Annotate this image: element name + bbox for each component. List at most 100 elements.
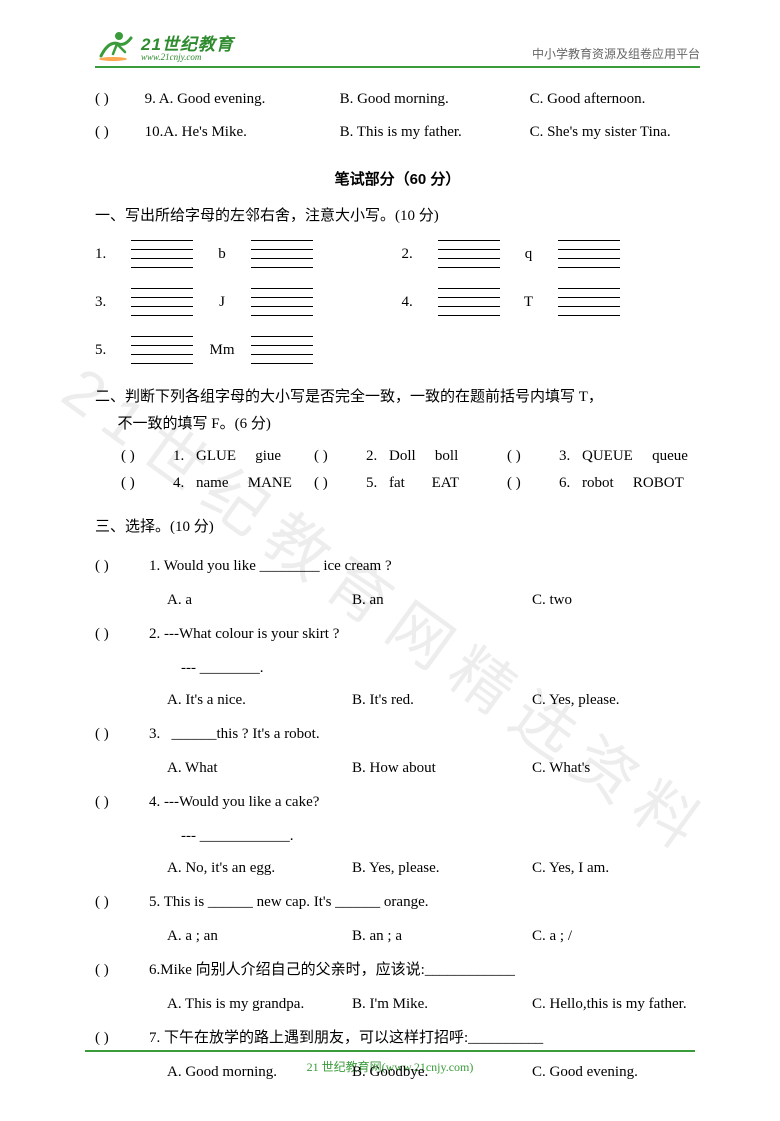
match-num: 6. xyxy=(559,475,570,492)
question-num: 4. xyxy=(149,794,160,810)
section1-heading: 一、写出所给字母的左邻右舍，注意大小写。(10 分) xyxy=(95,203,700,230)
answer-paren[interactable]: ( ) xyxy=(95,955,149,985)
option-c: C. two xyxy=(532,585,700,615)
page-header: 21世纪教育 www.21cnjy.com 中小学教育资源及组卷应用平台 xyxy=(95,30,700,68)
option-a: A. Good evening. xyxy=(159,91,266,107)
mc-options: A. It's a nice. B. It's red. C. Yes, ple… xyxy=(95,685,700,715)
letter-num: 1. xyxy=(95,246,119,263)
question-num: 6. xyxy=(149,962,160,978)
four-lines-blank[interactable] xyxy=(131,336,193,364)
answer-paren[interactable]: ( ) xyxy=(314,448,362,465)
letter-num: 5. xyxy=(95,342,119,359)
answer-paren[interactable]: ( ) xyxy=(314,475,362,492)
mc-question: ( ) 5. This is ______ new cap. It's ____… xyxy=(95,887,700,917)
letter-row: 5. Mm xyxy=(95,336,700,364)
letter-num: 4. xyxy=(402,294,426,311)
mc-options: A. a ; an B. an ; a C. a ; / xyxy=(95,921,700,951)
option-b: B. Yes, please. xyxy=(352,853,532,883)
question-num: 1. xyxy=(149,558,160,574)
letter-num: 2. xyxy=(402,246,426,263)
match-row: ( )4. name MANE ( )5. fat EAT ( )6. robo… xyxy=(95,475,700,492)
mc-options: A. What B. How about C. What's xyxy=(95,753,700,783)
answer-paren[interactable]: ( ) xyxy=(95,619,149,649)
question-num: 5. xyxy=(149,894,160,910)
option-b: B. an ; a xyxy=(352,921,532,951)
match-num: 4. xyxy=(173,475,184,492)
option-b: B. Good morning. xyxy=(340,86,530,113)
answer-paren[interactable]: ( ) xyxy=(507,475,555,492)
logo-text-block: 21世纪教育 www.21cnjy.com xyxy=(141,30,234,62)
question-sub: --- ____________. xyxy=(95,821,700,851)
option-b: B. I'm Mike. xyxy=(352,989,532,1019)
given-letter: J xyxy=(205,294,239,311)
answer-paren[interactable]: ( ) xyxy=(95,787,149,817)
header-right-text: 中小学教育资源及组卷应用平台 xyxy=(532,45,700,62)
four-lines-blank[interactable] xyxy=(558,288,620,316)
answer-paren[interactable]: ( ) xyxy=(95,119,145,146)
match-b: ROBOT xyxy=(633,475,684,492)
answer-paren[interactable]: ( ) xyxy=(95,551,149,581)
answer-paren[interactable]: ( ) xyxy=(121,475,169,492)
answer-paren[interactable]: ( ) xyxy=(121,448,169,465)
match-num: 5. xyxy=(366,475,377,492)
option-a: A. It's a nice. xyxy=(167,685,352,715)
option-c: C. Yes, please. xyxy=(532,685,700,715)
written-section-title: 笔试部分（60 分） xyxy=(95,168,700,189)
match-a: fat xyxy=(389,475,405,492)
match-num: 2. xyxy=(366,448,377,465)
answer-paren[interactable]: ( ) xyxy=(95,1023,149,1053)
section2-heading-l1: 二、判断下列各组字母的大小写是否完全一致，一致的在题前括号内填写 T， xyxy=(95,389,603,405)
four-lines-blank[interactable] xyxy=(251,288,313,316)
four-lines-blank[interactable] xyxy=(251,240,313,268)
four-lines-blank[interactable] xyxy=(558,240,620,268)
four-lines-blank[interactable] xyxy=(251,336,313,364)
match-a: robot xyxy=(582,475,614,492)
mc-options: A. a B. an C. two xyxy=(95,585,700,615)
option-b: B. Goodbye. xyxy=(352,1057,532,1087)
match-a: Doll xyxy=(389,448,416,465)
mc-options: A. This is my grandpa. B. I'm Mike. C. H… xyxy=(95,989,700,1019)
answer-paren[interactable]: ( ) xyxy=(507,448,555,465)
question-stem: This is ______ new cap. It's ______ oran… xyxy=(164,894,429,910)
option-c: C. a ; / xyxy=(532,921,700,951)
match-num: 1. xyxy=(173,448,184,465)
option-c: C. What's xyxy=(532,753,700,783)
match-a: GLUE xyxy=(196,448,236,465)
answer-paren[interactable]: ( ) xyxy=(95,86,145,113)
match-b: giue xyxy=(255,448,281,465)
option-c: C. Hello,this is my father. xyxy=(532,989,700,1019)
question-row: ( ) 10.A. He's Mike. B. This is my fathe… xyxy=(95,119,700,146)
question-num: 3. xyxy=(149,726,160,742)
letter-num: 3. xyxy=(95,294,119,311)
match-b: EAT xyxy=(432,475,460,492)
question-stem: ---Would you like a cake? xyxy=(164,794,319,810)
option-a: A. He's Mike. xyxy=(163,124,247,140)
given-letter: T xyxy=(512,294,546,311)
option-b: B. an xyxy=(352,585,532,615)
four-lines-blank[interactable] xyxy=(131,240,193,268)
match-a: name xyxy=(196,475,228,492)
question-num: 9. xyxy=(145,91,156,107)
mc-question: ( ) 3. ______this ? It's a robot. xyxy=(95,719,700,749)
four-lines-blank[interactable] xyxy=(131,288,193,316)
option-c: C. Good evening. xyxy=(532,1057,700,1087)
four-lines-blank[interactable] xyxy=(438,288,500,316)
question-stem: ______this ? It's a robot. xyxy=(172,726,320,742)
question-stem: Mike 向别人介绍自己的父亲时，应该说:____________ xyxy=(160,962,515,978)
option-b: B. This is my father. xyxy=(340,119,530,146)
option-a: A. a ; an xyxy=(167,921,352,951)
section3-heading: 三、选择。(10 分) xyxy=(95,514,700,541)
option-c: C. Good afternoon. xyxy=(530,86,700,113)
four-lines-blank[interactable] xyxy=(438,240,500,268)
letter-row: 1. b 2. q xyxy=(95,240,700,268)
given-letter: b xyxy=(205,246,239,263)
mc-question: ( ) 7. 下午在放学的路上遇到朋友，可以这样打招呼:__________ xyxy=(95,1023,700,1053)
answer-paren[interactable]: ( ) xyxy=(95,887,149,917)
logo-icon xyxy=(95,30,137,62)
option-a: A. No, it's an egg. xyxy=(167,853,352,883)
option-a: A. What xyxy=(167,753,352,783)
answer-paren[interactable]: ( ) xyxy=(95,719,149,749)
question-sub: --- ________. xyxy=(95,653,700,683)
mc-question: ( ) 2. ---What colour is your skirt ? xyxy=(95,619,700,649)
match-b: MANE xyxy=(248,475,292,492)
